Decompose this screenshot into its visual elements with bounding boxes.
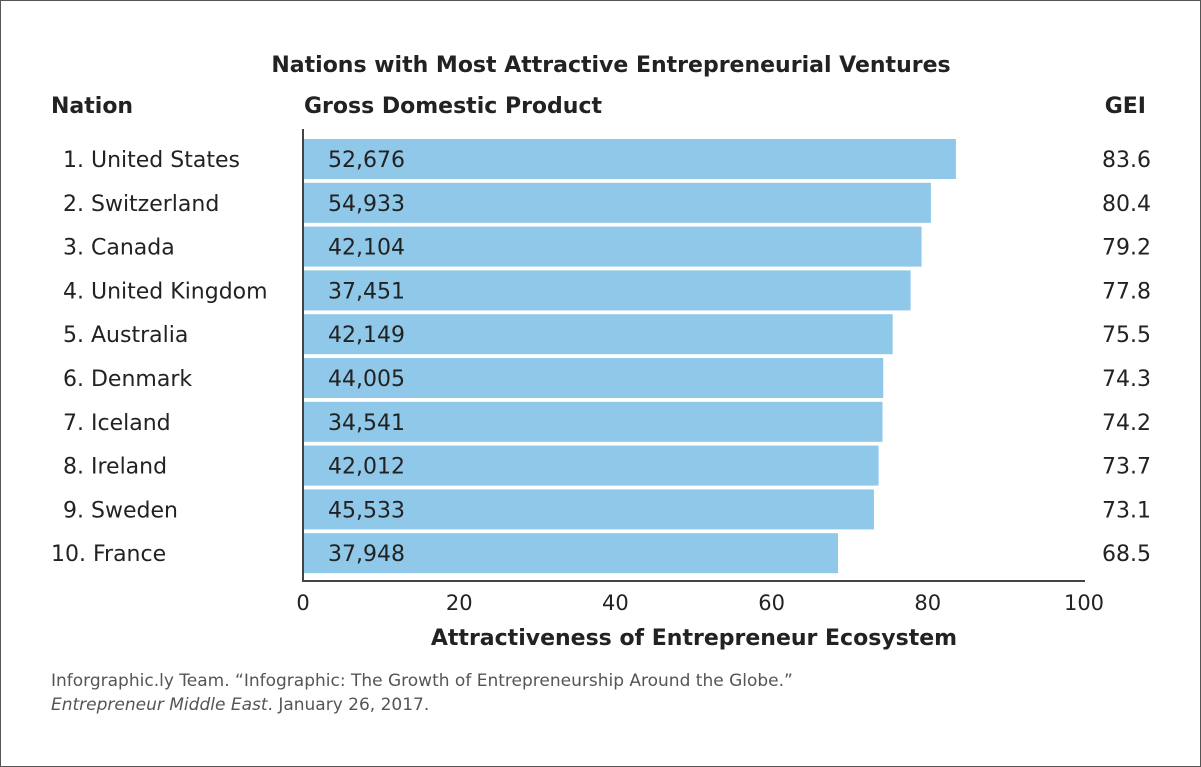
bar: [303, 445, 879, 486]
bar: [303, 270, 911, 311]
nation-label: 9. Sweden: [63, 498, 178, 523]
bar: [303, 139, 956, 179]
citation-date: . January 26, 2017.: [267, 695, 430, 715]
gei-value-label: 75.5: [1102, 323, 1151, 348]
nation-label: 7. Iceland: [63, 411, 171, 436]
gdp-label: 37,451: [328, 279, 405, 304]
bar: [303, 401, 883, 442]
gei-value-label: 80.4: [1102, 192, 1151, 217]
x-tick-label: 80: [914, 591, 941, 615]
gei-value-label: 73.7: [1102, 455, 1151, 480]
nation-label: 4. United Kingdom: [63, 279, 268, 304]
x-tick-label: 0: [296, 591, 309, 615]
citation: Inforgraphic.ly Team. “Infographic: The …: [51, 669, 793, 717]
nation-label: 6. Denmark: [63, 367, 192, 392]
bar: [303, 533, 838, 574]
gdp-label: 54,933: [328, 192, 405, 217]
bar: [303, 314, 893, 355]
x-tick-label: 100: [1064, 591, 1104, 615]
gdp-label: 52,676: [328, 148, 405, 173]
x-tick-label: 40: [602, 591, 629, 615]
nation-header: Nation: [51, 94, 133, 119]
gei-header: GEI: [1105, 94, 1146, 119]
gdp-label: 34,541: [328, 411, 405, 436]
gei-value-label: 74.3: [1102, 367, 1151, 392]
gei-value-label: 77.8: [1102, 279, 1151, 304]
bar: [303, 182, 931, 223]
nation-label: 5. Australia: [63, 323, 188, 348]
bar: [303, 358, 884, 398]
nation-label: 1. United States: [63, 148, 240, 173]
nation-label: 8. Ireland: [63, 455, 167, 480]
gdp-label: 42,149: [328, 323, 405, 348]
gei-value-label: 73.1: [1102, 498, 1151, 523]
nation-label: 10. France: [51, 542, 166, 567]
citation-source: Entrepreneur Middle East: [51, 695, 268, 715]
nation-label: 3. Canada: [63, 236, 175, 261]
nation-label: 2. Switzerland: [63, 192, 219, 217]
chart-title: Nations with Most Attractive Entrepreneu…: [271, 53, 950, 78]
gdp-label: 42,104: [328, 236, 405, 261]
gei-value-label: 74.2: [1102, 411, 1151, 436]
bar: [303, 226, 922, 267]
gdp-label: 44,005: [328, 367, 405, 392]
x-axis-label: Attractiveness of Entrepreneur Ecosystem: [431, 626, 957, 651]
gei-value-label: 83.6: [1102, 148, 1151, 173]
gdp-label: 37,948: [328, 542, 405, 567]
x-tick-label: 20: [446, 591, 473, 615]
gei-value-label: 68.5: [1102, 542, 1151, 567]
gdp-label: 42,012: [328, 455, 405, 480]
gdp-label: 45,533: [328, 498, 405, 523]
bar: [303, 489, 874, 530]
gdp-header: Gross Domestic Product: [304, 94, 602, 119]
gei-value-label: 79.2: [1102, 236, 1151, 261]
x-tick-label: 60: [758, 591, 785, 615]
citation-line-1: Inforgraphic.ly Team. “Infographic: The …: [51, 671, 793, 691]
